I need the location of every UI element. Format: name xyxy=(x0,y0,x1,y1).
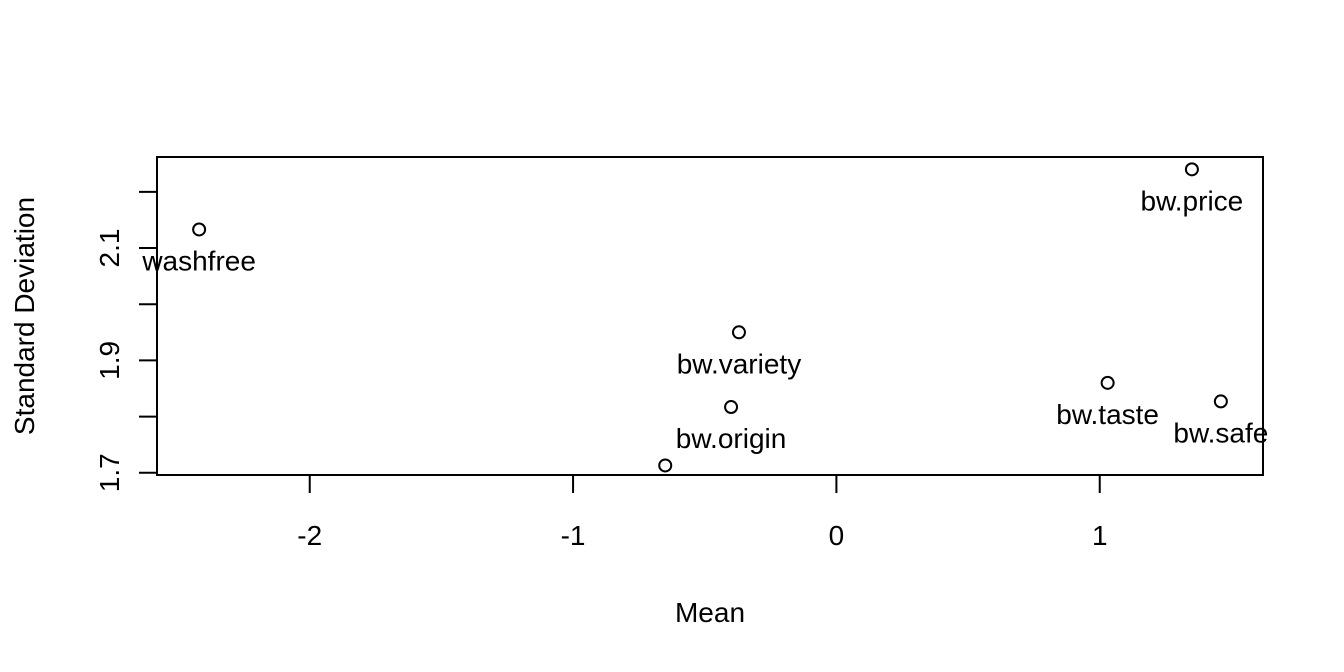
data-point xyxy=(1184,162,1199,177)
x-axis: -2 -1 0 1 xyxy=(297,474,1108,551)
point-label: bw.taste xyxy=(1056,399,1159,430)
y-tick-label: 2.1 xyxy=(94,229,125,268)
data-point xyxy=(192,222,207,237)
point-label: bw.variety xyxy=(677,348,802,379)
y-tick-label: 1.7 xyxy=(94,453,125,492)
data-point xyxy=(1100,375,1115,390)
data-point xyxy=(731,325,746,340)
x-tick-label: -2 xyxy=(297,520,322,551)
point-label: bw.price xyxy=(1141,185,1244,216)
point-label: washfree xyxy=(141,245,256,276)
data-points: washfree bw.price bw.variety bw.origin bw.ta… xyxy=(141,162,1268,473)
data-point xyxy=(658,458,673,473)
y-tick-label: 1.9 xyxy=(94,341,125,380)
x-tick-label: -1 xyxy=(561,520,586,551)
data-point xyxy=(724,400,739,415)
data-point xyxy=(1213,394,1228,409)
point-label: bw.origin xyxy=(676,423,787,454)
x-tick-label: 1 xyxy=(1092,520,1108,551)
x-tick-label: 0 xyxy=(829,520,845,551)
y-axis: 1.7 1.9 2.1 xyxy=(94,190,158,492)
point-label: bw.safe xyxy=(1173,417,1268,448)
y-axis-title: Standard Deviation xyxy=(9,197,40,435)
x-axis-title: Mean xyxy=(675,597,745,628)
